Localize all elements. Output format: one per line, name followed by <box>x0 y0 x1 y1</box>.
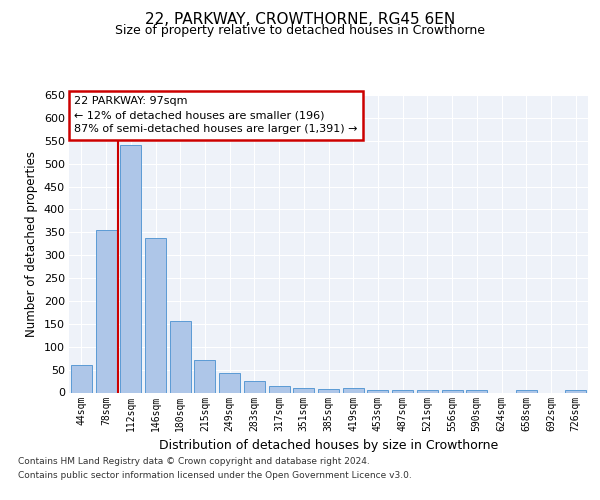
Bar <box>170 320 191 392</box>
Bar <box>318 389 339 392</box>
Bar <box>145 238 166 392</box>
Bar <box>293 388 314 392</box>
Y-axis label: Number of detached properties: Number of detached properties <box>25 151 38 337</box>
Bar <box>565 390 586 392</box>
Bar <box>367 390 388 392</box>
Bar <box>392 390 413 392</box>
X-axis label: Distribution of detached houses by size in Crowthorne: Distribution of detached houses by size … <box>159 439 498 452</box>
Bar <box>442 390 463 392</box>
Bar <box>120 146 141 392</box>
Bar <box>194 360 215 392</box>
Bar <box>244 381 265 392</box>
Bar <box>466 390 487 392</box>
Bar <box>71 365 92 392</box>
Bar <box>343 388 364 392</box>
Bar <box>516 390 537 392</box>
Text: Contains public sector information licensed under the Open Government Licence v3: Contains public sector information licen… <box>18 471 412 480</box>
Text: 22 PARKWAY: 97sqm
← 12% of detached houses are smaller (196)
87% of semi-detache: 22 PARKWAY: 97sqm ← 12% of detached hous… <box>74 96 358 134</box>
Bar <box>417 390 438 392</box>
Bar <box>219 374 240 392</box>
Text: Contains HM Land Registry data © Crown copyright and database right 2024.: Contains HM Land Registry data © Crown c… <box>18 457 370 466</box>
Text: Size of property relative to detached houses in Crowthorne: Size of property relative to detached ho… <box>115 24 485 37</box>
Bar <box>95 230 116 392</box>
Text: 22, PARKWAY, CROWTHORNE, RG45 6EN: 22, PARKWAY, CROWTHORNE, RG45 6EN <box>145 12 455 28</box>
Bar <box>269 386 290 392</box>
